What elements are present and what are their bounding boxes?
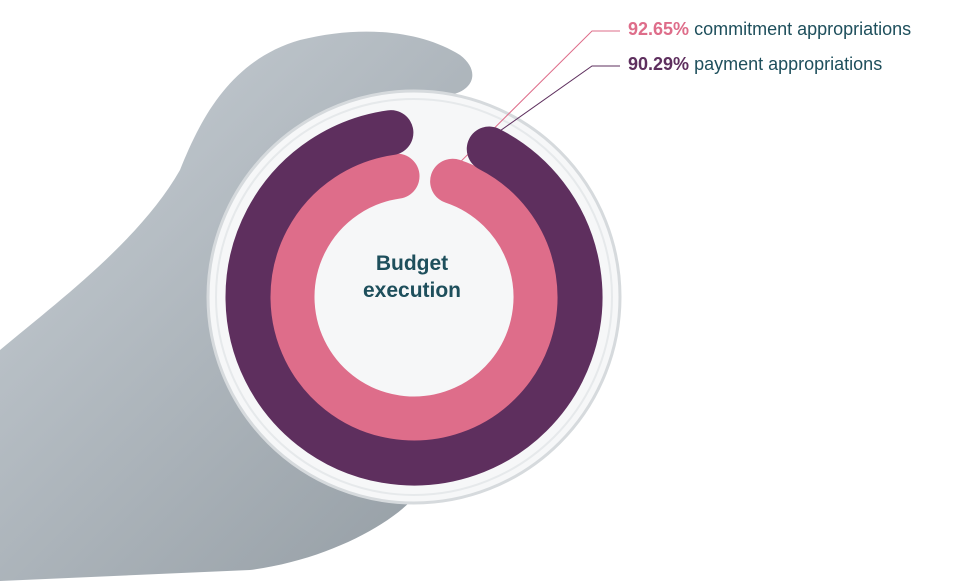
value-label: 92.65% bbox=[628, 19, 690, 39]
radial-bar bbox=[269, 153, 559, 442]
legend-label: payment appropriations bbox=[694, 54, 883, 74]
leader-line bbox=[458, 30, 620, 165]
legend-label: commitment appropriations bbox=[694, 19, 912, 39]
legend-entry: 92.65% commitment appropriations bbox=[628, 19, 911, 40]
radial-bar bbox=[225, 110, 603, 486]
legend-entry: 90.29% payment appropriations bbox=[628, 54, 882, 75]
leader-line bbox=[497, 65, 620, 133]
petri-dish-rim bbox=[215, 98, 613, 496]
chart-title: Budget execution bbox=[362, 252, 462, 302]
value-label: 90.29% bbox=[628, 54, 690, 74]
